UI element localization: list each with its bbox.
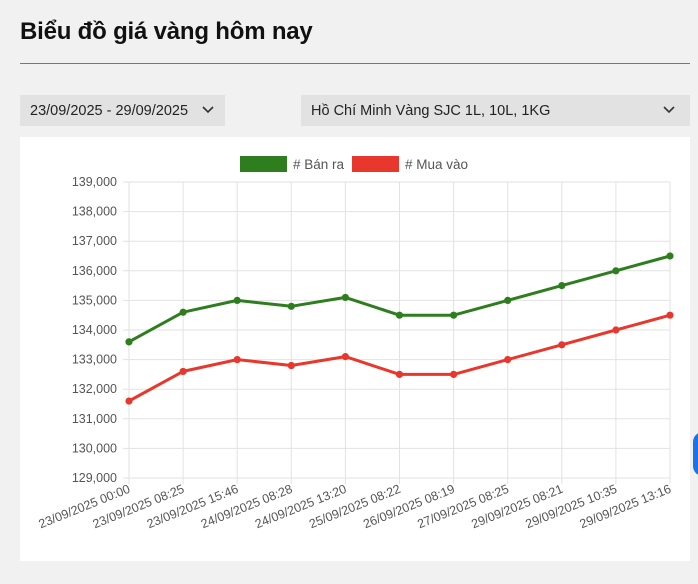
y-tick-label: 138,000	[72, 205, 117, 219]
chart-card: 129,000 130,000 131,000 132,000 133,000 134,0…	[20, 137, 690, 561]
data-point[interactable]	[179, 367, 187, 376]
data-point[interactable]	[395, 311, 404, 319]
side-tab[interactable]	[693, 432, 698, 476]
y-tick-label: 134,000	[72, 323, 117, 337]
legend-label[interactable]: # Mua vào	[405, 157, 468, 172]
data-point[interactable]	[341, 293, 349, 302]
data-point[interactable]	[125, 397, 133, 405]
product-select[interactable]: Hồ Chí Minh Vàng SJC 1L, 10L, 1KG	[301, 95, 690, 126]
legend-label[interactable]: # Bán ra	[293, 157, 345, 172]
data-point[interactable]	[666, 252, 674, 260]
y-tick-label: 129,000	[72, 471, 117, 485]
y-tick-label: 139,000	[72, 175, 117, 189]
date-range-select[interactable]: 23/09/2025 - 29/09/2025	[20, 95, 225, 126]
legend-swatch[interactable]	[352, 156, 399, 172]
data-point[interactable]	[125, 338, 133, 346]
date-range-value: 23/09/2025 - 29/09/2025	[30, 102, 189, 119]
price-line-chart: 129,000 130,000 131,000 132,000 133,000 134,0…	[37, 156, 674, 531]
page-title: Biểu đồ giá vàng hôm nay	[20, 18, 313, 45]
data-point[interactable]	[558, 341, 566, 349]
data-point[interactable]	[233, 356, 241, 364]
y-tick-label: 135,000	[72, 293, 117, 307]
data-point[interactable]	[179, 308, 187, 316]
y-tick-label: 137,000	[72, 234, 117, 248]
data-point[interactable]	[395, 370, 404, 378]
data-point[interactable]	[504, 296, 512, 304]
chevron-down-icon	[663, 106, 675, 114]
y-tick-label: 136,000	[72, 264, 117, 278]
y-tick-label: 131,000	[72, 412, 117, 426]
y-tick-label: 130,000	[72, 441, 117, 455]
data-point[interactable]	[287, 302, 295, 310]
legend-swatch[interactable]	[240, 156, 287, 172]
chevron-down-icon	[202, 106, 214, 114]
data-point[interactable]	[504, 356, 512, 364]
data-point[interactable]	[558, 282, 566, 290]
data-point[interactable]	[450, 370, 458, 378]
data-point[interactable]	[287, 361, 295, 370]
data-point[interactable]	[666, 311, 674, 319]
data-point[interactable]	[612, 326, 620, 334]
data-point[interactable]	[450, 311, 458, 319]
x-tick-label: 29/09/2025 13:16	[578, 482, 674, 531]
data-point[interactable]	[341, 353, 349, 361]
y-tick-label: 133,000	[72, 353, 117, 367]
title-divider	[20, 63, 690, 64]
product-value: Hồ Chí Minh Vàng SJC 1L, 10L, 1KG	[311, 102, 551, 119]
data-point[interactable]	[233, 296, 241, 304]
data-point[interactable]	[612, 267, 620, 275]
y-tick-label: 132,000	[72, 382, 117, 396]
